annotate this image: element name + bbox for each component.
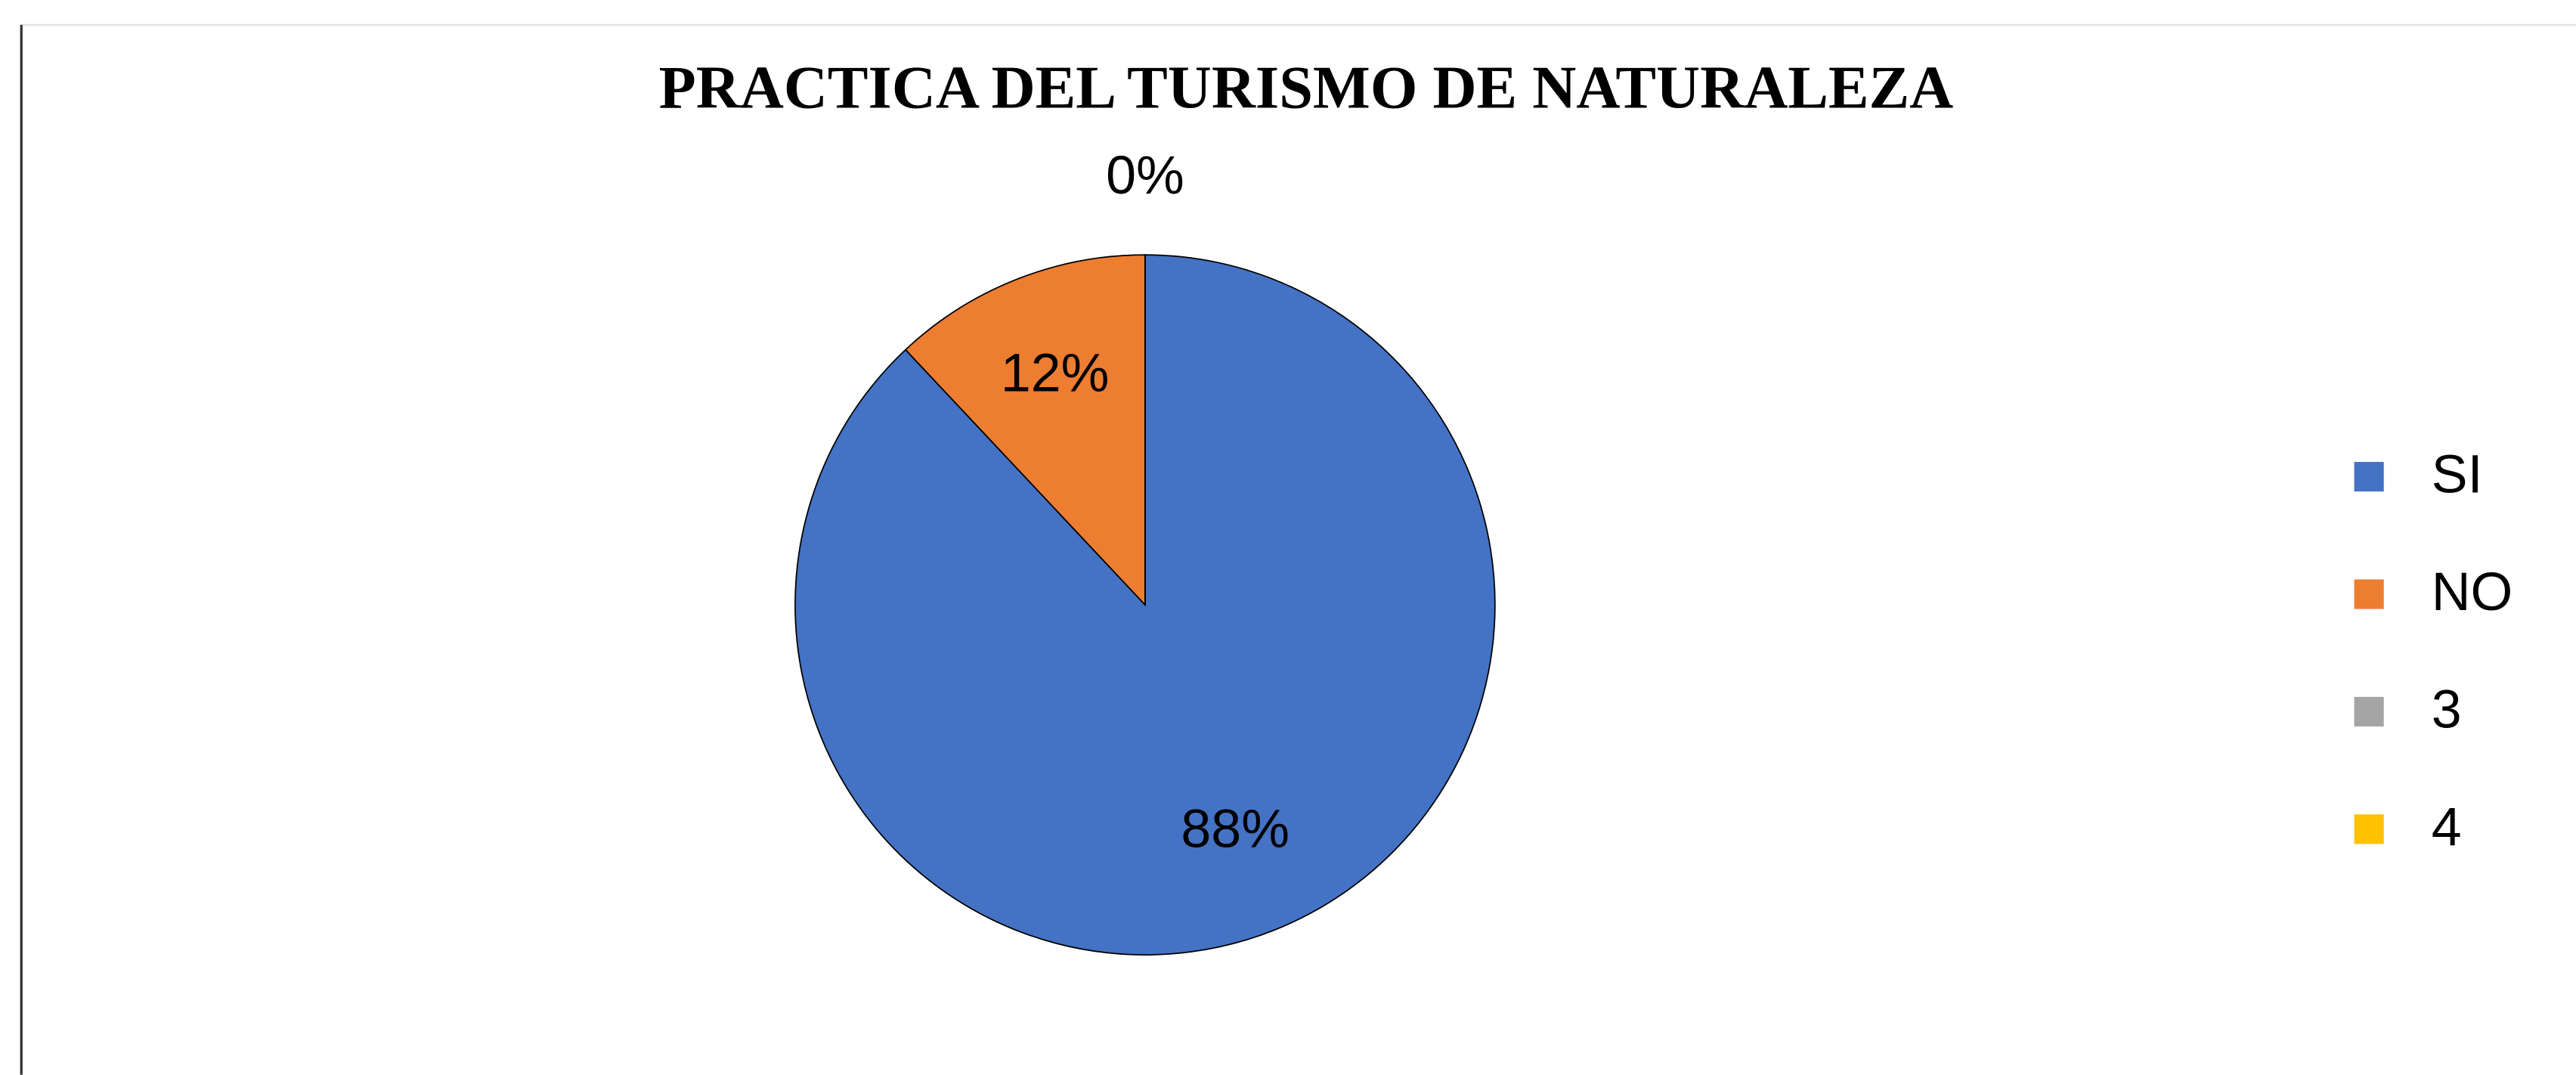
pie-slice — [904, 254, 1146, 607]
legend-swatch — [2354, 462, 2384, 492]
legend-label: SI — [2432, 445, 2483, 505]
legend-swatch — [2354, 579, 2384, 609]
chart-title: PRACTICA DEL TURISMO DE NATURALEZA — [659, 54, 1954, 122]
legend-swatch — [2354, 696, 2384, 726]
data-label: 12% — [1001, 343, 1110, 404]
legend-label: 4 — [2432, 797, 2462, 857]
legend-label: 3 — [2432, 680, 2462, 740]
legend-swatch — [2354, 814, 2384, 844]
data-label: 88% — [1181, 798, 1290, 859]
legend-label: NO — [2432, 562, 2513, 622]
data-label: 0% — [1106, 145, 1184, 206]
